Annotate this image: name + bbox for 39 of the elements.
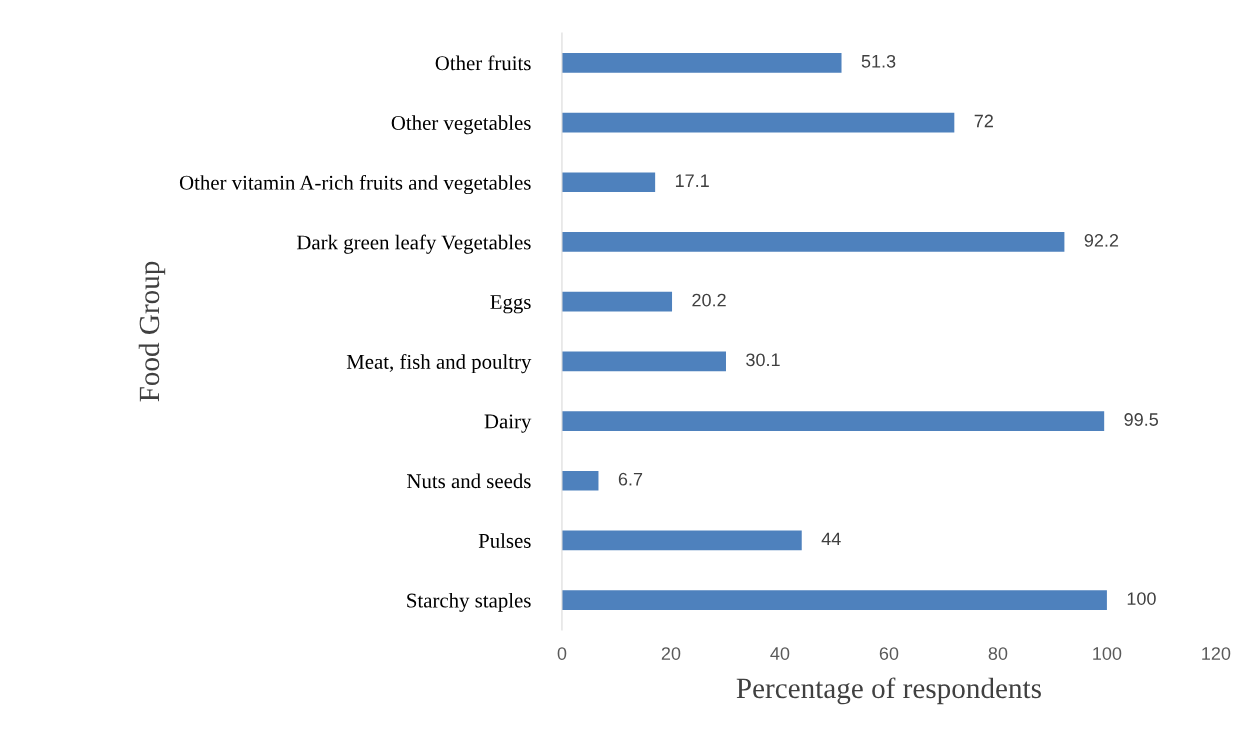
data-label: 72: [974, 114, 993, 128]
y-tick-label: Pulses: [478, 533, 531, 548]
bar: [561, 411, 1105, 431]
bar: [561, 232, 1065, 252]
bar: [561, 351, 726, 372]
data-label: 20.2: [692, 293, 726, 307]
y-tick-label: Dairy: [484, 414, 532, 433]
data-label: 30.1: [746, 353, 780, 367]
bar: [561, 172, 656, 193]
y-tick-label: Starchy staples: [407, 592, 531, 612]
data-label: 99.5: [1124, 413, 1159, 426]
x-tick-label: 100: [1093, 647, 1122, 660]
bar: [561, 112, 955, 133]
x-tick-label: 20: [661, 647, 681, 660]
y-tick-label: Eggs: [490, 295, 531, 314]
y-tick-label: Other fruits: [435, 55, 531, 71]
bar: [561, 470, 599, 491]
y-tick-label: Other vegetables: [391, 115, 531, 135]
y-axis-title: Food Group: [138, 261, 166, 402]
bar: [561, 291, 673, 312]
y-tick-label: Nuts and seeds: [407, 473, 531, 489]
x-tick-label: 40: [770, 647, 790, 660]
y-tick-label: Other vitamin A-rich fruits and vegetables: [179, 174, 531, 195]
data-label: 6.7: [618, 472, 643, 486]
x-tick-label: 0: [557, 647, 567, 660]
bar: [561, 53, 842, 73]
x-tick-label: 80: [988, 647, 1008, 660]
data-label: 51.3: [861, 54, 896, 68]
x-tick-label: 120: [1202, 647, 1231, 660]
y-tick-label: Meat, fish and poultry: [346, 354, 532, 374]
x-axis-title: Percentage of respondents: [736, 677, 1041, 705]
data-label: 17.1: [675, 174, 709, 187]
bar: [561, 530, 802, 551]
y-tick-label: Dark green leafy Vegetables: [296, 234, 531, 254]
x-tick-label: 60: [879, 647, 899, 660]
bar: [561, 590, 1107, 610]
data-label: 100: [1127, 592, 1156, 605]
data-label: 92.2: [1084, 234, 1119, 247]
data-label: 44: [821, 532, 841, 546]
